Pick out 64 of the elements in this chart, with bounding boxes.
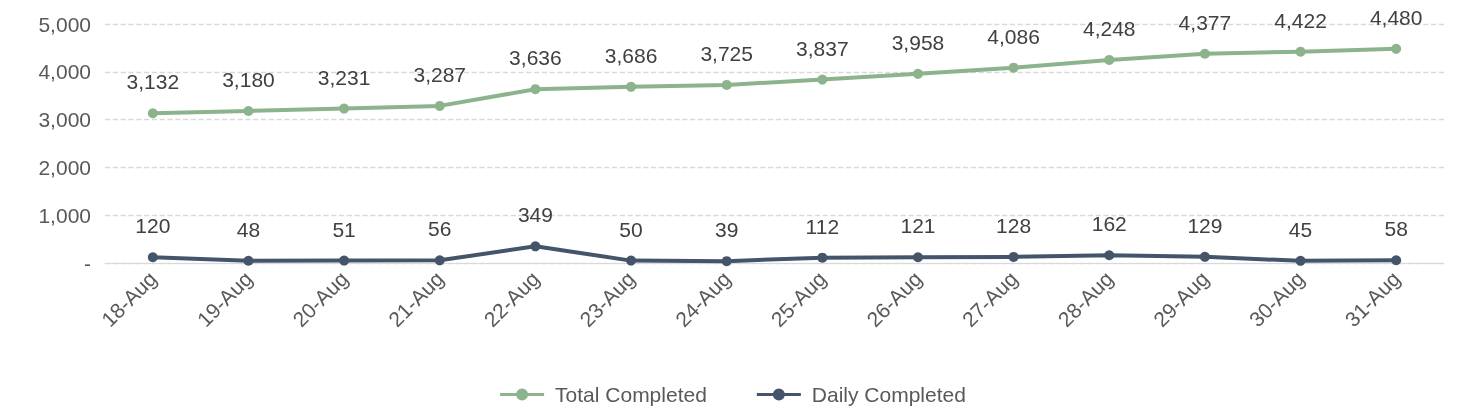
data-label: 3,837 bbox=[796, 36, 849, 60]
data-label: 56 bbox=[428, 217, 452, 241]
point bbox=[721, 256, 732, 267]
point bbox=[817, 252, 828, 263]
legend-label: Daily Completed bbox=[811, 383, 966, 406]
legend-label: Total Completed bbox=[555, 383, 707, 406]
data-label: 121 bbox=[900, 214, 936, 238]
point bbox=[1008, 251, 1019, 262]
y-tick-label: 3,000 bbox=[38, 108, 91, 132]
data-label: 162 bbox=[1091, 212, 1127, 236]
point bbox=[243, 255, 254, 266]
data-label: 3,231 bbox=[317, 65, 371, 89]
data-label: 128 bbox=[996, 213, 1032, 237]
point bbox=[1199, 251, 1210, 262]
data-label: 4,480 bbox=[1369, 5, 1423, 29]
data-label: 4,422 bbox=[1274, 8, 1327, 32]
data-label: 120 bbox=[135, 214, 171, 238]
data-label: 3,958 bbox=[891, 30, 945, 54]
data-label: 3,686 bbox=[604, 43, 658, 67]
y-tick-label: 1,000 bbox=[38, 203, 91, 227]
point bbox=[434, 255, 445, 266]
data-label: 349 bbox=[517, 203, 553, 227]
data-label: 45 bbox=[1288, 217, 1313, 241]
y-tick-label: 4,000 bbox=[38, 60, 91, 84]
point bbox=[626, 81, 637, 92]
point bbox=[626, 255, 637, 266]
point bbox=[1295, 46, 1306, 57]
point bbox=[243, 106, 254, 116]
y-tick-label: - bbox=[84, 251, 91, 275]
point bbox=[721, 79, 732, 90]
point bbox=[912, 68, 923, 79]
data-label: 4,377 bbox=[1178, 10, 1232, 34]
point bbox=[147, 108, 158, 119]
data-label: 4,248 bbox=[1082, 16, 1136, 40]
point bbox=[434, 100, 445, 111]
point bbox=[530, 241, 541, 252]
data-label: 3,132 bbox=[126, 70, 180, 94]
point bbox=[147, 252, 158, 263]
data-label: 48 bbox=[236, 217, 261, 241]
data-label: 129 bbox=[1187, 213, 1223, 237]
data-label: 4,086 bbox=[987, 24, 1040, 48]
point bbox=[1199, 48, 1210, 59]
y-tick-label: 5,000 bbox=[38, 12, 91, 36]
data-label: 39 bbox=[715, 218, 739, 242]
data-label: 50 bbox=[619, 217, 643, 241]
point bbox=[1104, 54, 1115, 65]
point bbox=[530, 84, 541, 95]
point bbox=[912, 252, 923, 263]
data-label: 58 bbox=[1384, 217, 1408, 241]
y-tick-label: 2,000 bbox=[38, 155, 91, 179]
point bbox=[339, 255, 350, 266]
point bbox=[1008, 62, 1019, 73]
point bbox=[1295, 255, 1306, 266]
point bbox=[1104, 250, 1115, 261]
point bbox=[1391, 255, 1402, 266]
data-label: 112 bbox=[805, 214, 840, 238]
data-label: 3,725 bbox=[700, 41, 753, 65]
point bbox=[817, 74, 828, 85]
point bbox=[1391, 43, 1402, 54]
data-label: 51 bbox=[332, 217, 356, 241]
data-label: 3,287 bbox=[413, 62, 467, 86]
data-label: 3,180 bbox=[222, 68, 275, 91]
point bbox=[339, 103, 350, 114]
data-label: 3,636 bbox=[509, 46, 562, 70]
